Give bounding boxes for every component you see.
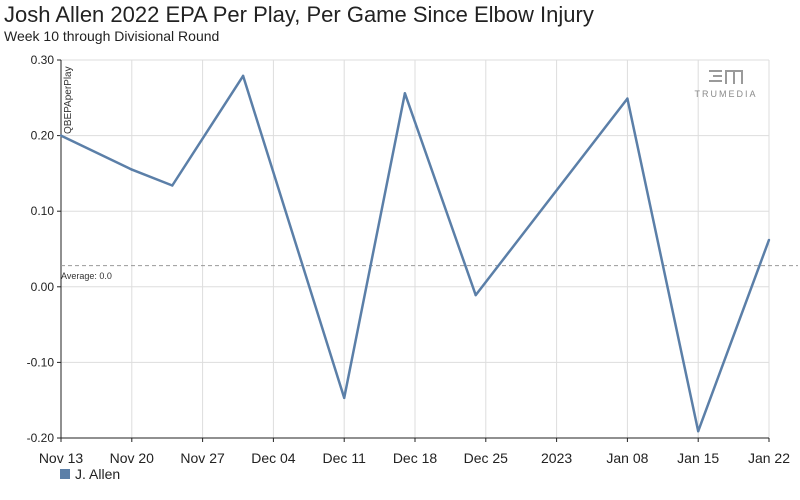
data-point [59,134,63,137]
data-point [626,97,629,100]
x-tick-label: 2023 [541,450,572,466]
x-tick-label: Jan 08 [606,450,648,466]
series-layer [59,74,771,433]
data-point [403,92,407,95]
data-point [343,396,346,400]
average-reference: Average: 0.0 [61,265,798,281]
data-point [130,168,133,171]
x-tick-label: Dec 25 [464,450,509,466]
y-axis-title: QBEPAperPlay [63,66,74,134]
data-point [241,74,245,78]
axes [57,59,770,442]
legend-swatch [60,469,70,479]
average-label: Average: 0.0 [61,271,112,281]
x-tick-label: Nov 20 [110,450,155,466]
trumedia-logo-icon [709,68,743,86]
trumedia-logo-text: TRUMEDIA [694,89,758,99]
y-tick-label: -0.10 [27,355,55,369]
x-tick-label: Nov 13 [39,450,84,466]
chart-title: Josh Allen 2022 EPA Per Play, Per Game S… [4,2,594,27]
series-line-j-allen [60,74,771,433]
legend: J. Allen [60,466,120,482]
trumedia-logo: TRUMEDIA [690,68,762,99]
y-tick-label: 0.20 [31,129,55,143]
y-tick-label: 0.10 [31,204,55,218]
x-tick-label: Nov 27 [180,450,225,466]
x-tick-label: Jan 15 [677,450,719,466]
y-tick-label: 0.00 [31,280,55,294]
grid-lines [60,59,770,439]
y-tick-label: 0.30 [31,53,55,67]
y-tick-label: -0.20 [27,431,55,445]
x-tick-label: Jan 22 [748,450,790,466]
data-point [474,293,477,297]
tick-labels: 0.30 0.20 0.10 0.00 -0.10 -0.20 Nov 13 Nov 20 No… [27,53,791,466]
data-point [697,429,700,433]
y-axis-title-group: QBEPAperPlay [63,66,74,134]
legend-label: J. Allen [75,466,121,482]
chart-subtitle: Week 10 through Divisional Round [4,28,220,44]
x-tick-label: Dec 04 [251,450,296,466]
x-tick-label: Dec 18 [393,450,438,466]
data-point [767,238,771,242]
data-point [171,184,174,187]
x-tick-label: Dec 11 [323,450,367,466]
